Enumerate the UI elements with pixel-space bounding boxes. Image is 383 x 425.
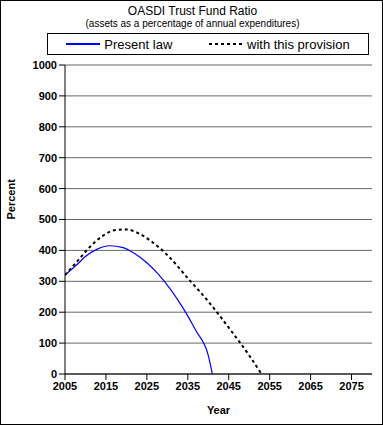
svg-text:2025: 2025 <box>135 380 159 392</box>
svg-text:2055: 2055 <box>257 380 281 392</box>
svg-text:2065: 2065 <box>298 380 322 392</box>
html-text:(assets as a percentage of ann: (assets as a percentage of annual expend… <box>85 18 300 29</box>
svg-text:500: 500 <box>39 213 57 225</box>
svg-text:2045: 2045 <box>216 380 240 392</box>
svg-text:100: 100 <box>39 337 57 349</box>
svg-text:800: 800 <box>39 121 57 133</box>
svg-text:1000: 1000 <box>33 59 57 71</box>
svg-text:200: 200 <box>39 306 57 318</box>
svg-text:400: 400 <box>39 244 57 256</box>
svg-text:2015: 2015 <box>94 380 118 392</box>
html-text:OASDI Trust Fund Ratio: OASDI Trust Fund Ratio <box>127 4 258 18</box>
svg-text:Percent: Percent <box>8 179 17 220</box>
html-text:Present law: Present law <box>104 36 173 52</box>
svg-text:600: 600 <box>39 183 57 195</box>
svg-text:2075: 2075 <box>339 380 363 392</box>
svg-text:900: 900 <box>39 90 57 102</box>
svg-text:300: 300 <box>39 275 57 287</box>
svg-text:2005: 2005 <box>53 380 77 392</box>
html-text:with this provision: with this provision <box>247 36 350 52</box>
svg-text:2035: 2035 <box>176 380 200 392</box>
svg-text:700: 700 <box>39 152 57 164</box>
svg-text:Year: Year <box>207 404 231 416</box>
svg-text:0: 0 <box>51 368 57 380</box>
